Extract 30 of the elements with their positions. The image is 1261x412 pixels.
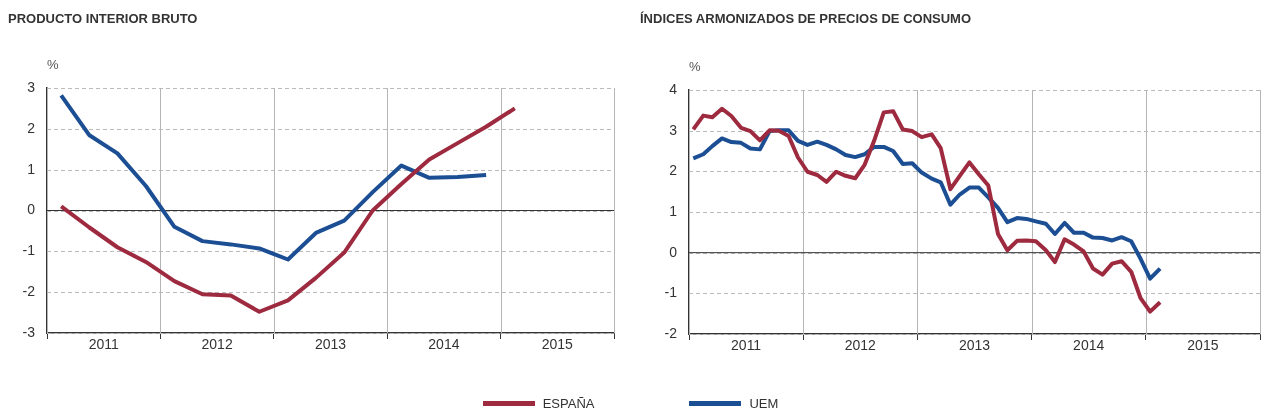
legend-label: ESPAÑA (542, 396, 595, 411)
y-tick-label: 0 (669, 243, 678, 260)
y-tick-label: 1 (27, 160, 36, 177)
y-tick-label: -2 (22, 283, 36, 300)
y-tick-label: 0 (27, 201, 36, 218)
x-tick-label: 2012 (844, 337, 877, 354)
x-tick-label: 2015 (541, 336, 574, 353)
y-tick-label: -2 (664, 324, 678, 341)
y-tick-label: 3 (669, 121, 678, 138)
y-tick-label: 1 (669, 202, 678, 219)
x-tick-label: 2012 (201, 336, 233, 353)
y-tick-label: 3 (27, 78, 36, 95)
x-tick-label: 2015 (1187, 337, 1219, 354)
x-tick-label: 2011 (731, 337, 762, 354)
y-tick-label: 4 (669, 80, 678, 97)
x-tick-label: 2014 (428, 336, 460, 353)
x-tick-label: 2011 (88, 336, 119, 353)
y-tick-label: -1 (22, 242, 36, 259)
chart-title: ÍNDICES ARMONIZADOS DE PRECIOS DE CONSUMO (640, 11, 972, 26)
y-axis-title: % (47, 57, 59, 73)
y-tick-label: 2 (27, 119, 36, 136)
y-axis-title: % (689, 59, 701, 75)
x-tick-label: 2014 (1073, 337, 1105, 354)
legend-label: UEM (749, 396, 779, 411)
x-tick-label: 2013 (958, 337, 991, 354)
y-tick-label: 2 (669, 162, 678, 179)
x-tick-label: 2013 (314, 336, 347, 353)
y-tick-label: -1 (664, 284, 678, 301)
y-tick-label: -3 (22, 323, 36, 340)
chart-title: PRODUCTO INTERIOR BRUTO (8, 11, 198, 26)
